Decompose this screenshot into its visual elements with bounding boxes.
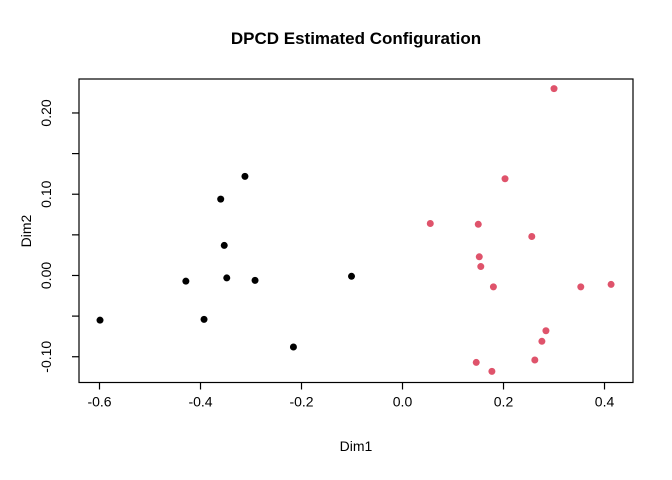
scatter-point-cluster-pink [528, 232, 536, 240]
x-tick-label: 0.0 [393, 394, 413, 410]
scatter-point-cluster-black [289, 343, 297, 351]
scatter-point-cluster-black [220, 241, 228, 249]
chart-title: DPCD Estimated Configuration [230, 29, 482, 48]
scatter-point-cluster-pink [531, 356, 539, 364]
y-tick-label: 0.00 [38, 262, 54, 289]
y-tick-label: 0.20 [38, 99, 54, 126]
x-tick-label: -0.6 [87, 394, 111, 410]
x-tick-label: -0.2 [289, 394, 313, 410]
y-axis-label: Dim2 [18, 214, 34, 248]
scatter-point-cluster-black [96, 316, 104, 324]
scatter-point-cluster-black [251, 276, 259, 284]
scatter-point-cluster-pink [550, 85, 558, 93]
scatter-point-cluster-black [241, 172, 249, 180]
scatter-point-cluster-pink [538, 337, 546, 345]
scatter-point-cluster-pink [607, 280, 615, 288]
scatter-point-cluster-pink [474, 220, 482, 228]
scatter-point-cluster-pink [488, 367, 496, 375]
scatter-point-cluster-black [200, 315, 208, 323]
scatter-point-cluster-pink [475, 253, 483, 261]
x-axis-label: Dim1 [339, 438, 373, 454]
scatter-point-cluster-pink [472, 358, 480, 366]
y-tick-label: 0.10 [38, 180, 54, 207]
scatter-point-cluster-pink [542, 327, 550, 335]
scatter-point-cluster-pink [501, 175, 509, 183]
scatter-point-cluster-black [348, 272, 356, 280]
scatter-point-cluster-pink [577, 283, 585, 291]
x-tick-label: 0.2 [494, 394, 514, 410]
scatter-point-cluster-black [223, 274, 231, 282]
plot-box [78, 78, 634, 384]
x-tick-label: -0.4 [188, 394, 212, 410]
scatter-point-cluster-black [217, 195, 225, 203]
scatter-point-cluster-black [182, 277, 190, 285]
scatter-point-cluster-pink [489, 283, 497, 291]
scatter-point-cluster-pink [426, 219, 434, 227]
scatter-point-cluster-pink [477, 263, 485, 271]
y-tick-label: -0.10 [38, 341, 54, 373]
x-tick-label: 0.4 [595, 394, 615, 410]
